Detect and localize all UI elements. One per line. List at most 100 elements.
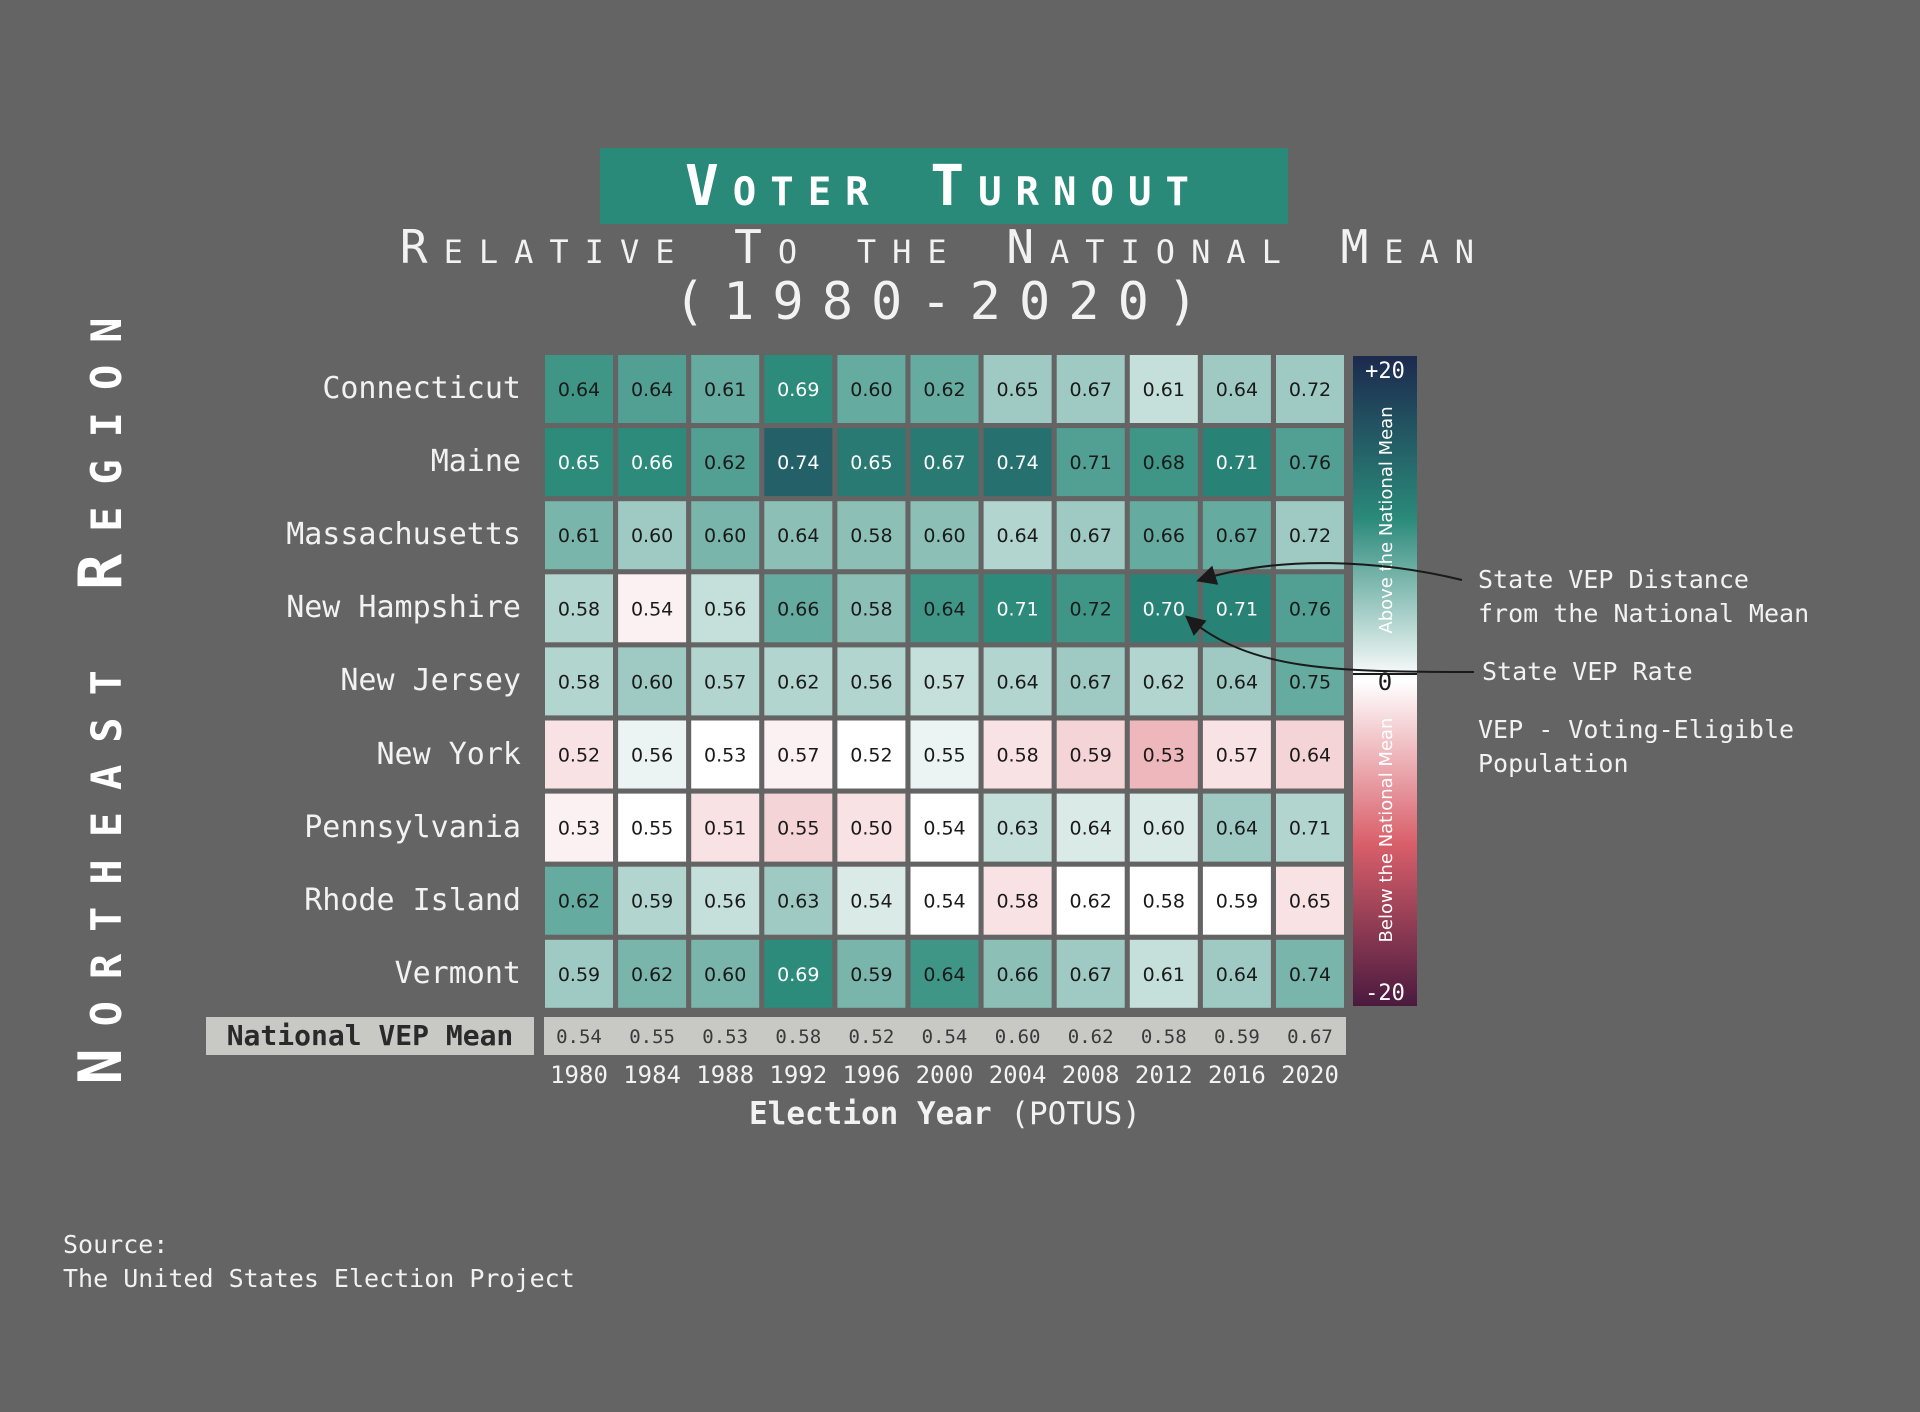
row-label: Massachusetts <box>286 517 521 553</box>
cell-value-label: 0.60 <box>704 964 746 986</box>
cell-value-label: 0.58 <box>850 525 892 547</box>
heatmap-cell <box>1056 428 1125 497</box>
cell-value-label: 0.50 <box>850 818 892 840</box>
heatmap-cell <box>1056 501 1125 570</box>
annotation-vep: VEP - Voting-Eligible Population <box>1478 713 1794 781</box>
heatmap-cell <box>983 501 1052 570</box>
heatmap-cell <box>983 574 1052 643</box>
heatmap-cell <box>618 355 687 423</box>
cell-value-label: 0.72 <box>1070 598 1112 620</box>
heatmap-cell <box>837 866 906 935</box>
heatmap-cell <box>837 793 906 862</box>
heatmap-cell <box>837 939 906 1008</box>
national-mean-value: 0.58 <box>775 1026 822 1048</box>
year-tick-label: 1988 <box>696 1061 755 1089</box>
heatmap-cell <box>983 793 1052 862</box>
heatmap-cell <box>545 501 613 570</box>
heatmap-cell <box>1276 720 1344 789</box>
year-range: (1980-2020) <box>673 272 1217 332</box>
cell-value-label: 0.71 <box>1289 818 1331 840</box>
cell-value-label: 0.61 <box>1143 964 1185 986</box>
cell-value-label: 0.67 <box>1070 964 1112 986</box>
cell-value-label: 0.62 <box>923 379 965 401</box>
year-tick-label: 1996 <box>842 1061 901 1089</box>
heatmap-cell <box>545 866 613 935</box>
cell-value-label: 0.72 <box>1289 379 1331 401</box>
heatmap-cell <box>1202 793 1271 862</box>
row-label: Maine <box>430 444 521 480</box>
cell-value-label: 0.54 <box>631 598 673 620</box>
national-mean-value: 0.62 <box>1067 1026 1114 1048</box>
cell-value-label: 0.76 <box>1289 452 1331 474</box>
heatmap-cell <box>764 939 833 1008</box>
national-mean-value: 0.53 <box>702 1026 749 1048</box>
heatmap-cell <box>545 793 613 862</box>
heatmap-cell <box>545 355 613 423</box>
heatmap-cell <box>983 866 1052 935</box>
cell-value-label: 0.58 <box>558 671 600 693</box>
source: Source: The United States Election Proje… <box>63 1228 575 1296</box>
heatmap-cell <box>545 428 613 497</box>
cell-value-label: 0.69 <box>777 964 819 986</box>
cell-value-label: 0.64 <box>1289 745 1331 767</box>
cell-value-label: 0.55 <box>631 818 673 840</box>
cell-value-label: 0.66 <box>1143 525 1185 547</box>
heatmap-cell <box>691 939 760 1008</box>
annotation-vep-line1: VEP - Voting-Eligible <box>1478 715 1795 744</box>
heatmap-cell <box>837 355 906 423</box>
year-tick-label: 2012 <box>1134 1061 1193 1089</box>
cell-value-label: 0.72 <box>1289 525 1331 547</box>
cell-value-label: 0.69 <box>777 379 819 401</box>
cell-value-label: 0.67 <box>1070 525 1112 547</box>
cell-value-label: 0.64 <box>1070 818 1112 840</box>
national-mean-value: 0.54 <box>556 1026 602 1048</box>
heatmap-cell <box>618 720 687 789</box>
national-mean-value: 0.58 <box>1140 1026 1187 1048</box>
cell-value-label: 0.52 <box>850 745 892 767</box>
annotation-distance-line1: State VEP Distance <box>1478 565 1749 594</box>
cell-value-label: 0.58 <box>996 891 1038 913</box>
cell-value-label: 0.65 <box>558 452 600 474</box>
heatmap-cell <box>618 939 687 1008</box>
heatmap-cell <box>691 501 760 570</box>
cell-value-label: 0.58 <box>1143 891 1185 913</box>
heatmap-cell <box>910 428 979 497</box>
colorbar-bottom-label: -20 <box>1365 981 1405 1006</box>
cell-value-label: 0.64 <box>923 964 965 986</box>
heatmap-cell <box>1276 793 1344 862</box>
x-axis-label-bold: Election Year <box>749 1096 992 1132</box>
heatmap-cell <box>983 939 1052 1008</box>
annotation-rate: State VEP Rate <box>1482 657 1693 686</box>
heatmap-cell <box>837 501 906 570</box>
heatmap-cell <box>1202 428 1271 497</box>
cell-value-label: 0.58 <box>850 598 892 620</box>
x-axis-label: Election Year (POTUS) <box>544 1092 1346 1136</box>
heatmap-cell <box>1129 647 1198 716</box>
national-mean-value: 0.60 <box>994 1026 1041 1048</box>
cell-value-label: 0.74 <box>996 452 1038 474</box>
cell-value-label: 0.64 <box>1216 671 1258 693</box>
heatmap-cell <box>1056 574 1125 643</box>
heatmap-cell <box>691 574 760 643</box>
cell-value-label: 0.63 <box>996 818 1038 840</box>
row-label: New York <box>376 736 522 772</box>
cell-value-label: 0.55 <box>777 818 819 840</box>
heatmap-cell <box>764 720 833 789</box>
cell-value-label: 0.64 <box>1216 818 1258 840</box>
heatmap-cell <box>691 793 760 862</box>
cell-value-label: 0.60 <box>923 525 965 547</box>
source-line1: Source: <box>63 1230 169 1259</box>
national-mean-value: 0.54 <box>921 1026 968 1048</box>
year-tick-label: 2008 <box>1061 1061 1120 1089</box>
source-line2: The United States Election Project <box>63 1264 575 1293</box>
heatmap-cell <box>618 428 687 497</box>
heatmap-cell <box>764 574 833 643</box>
heatmap-cell <box>983 647 1052 716</box>
cell-value-label: 0.74 <box>1289 964 1331 986</box>
row-label: Vermont <box>394 955 521 991</box>
row-label: Rhode Island <box>304 882 521 918</box>
heatmap-cell <box>618 501 687 570</box>
heatmap-cell <box>983 428 1052 497</box>
heatmap-cell <box>910 939 979 1008</box>
cell-value-label: 0.57 <box>1216 745 1258 767</box>
